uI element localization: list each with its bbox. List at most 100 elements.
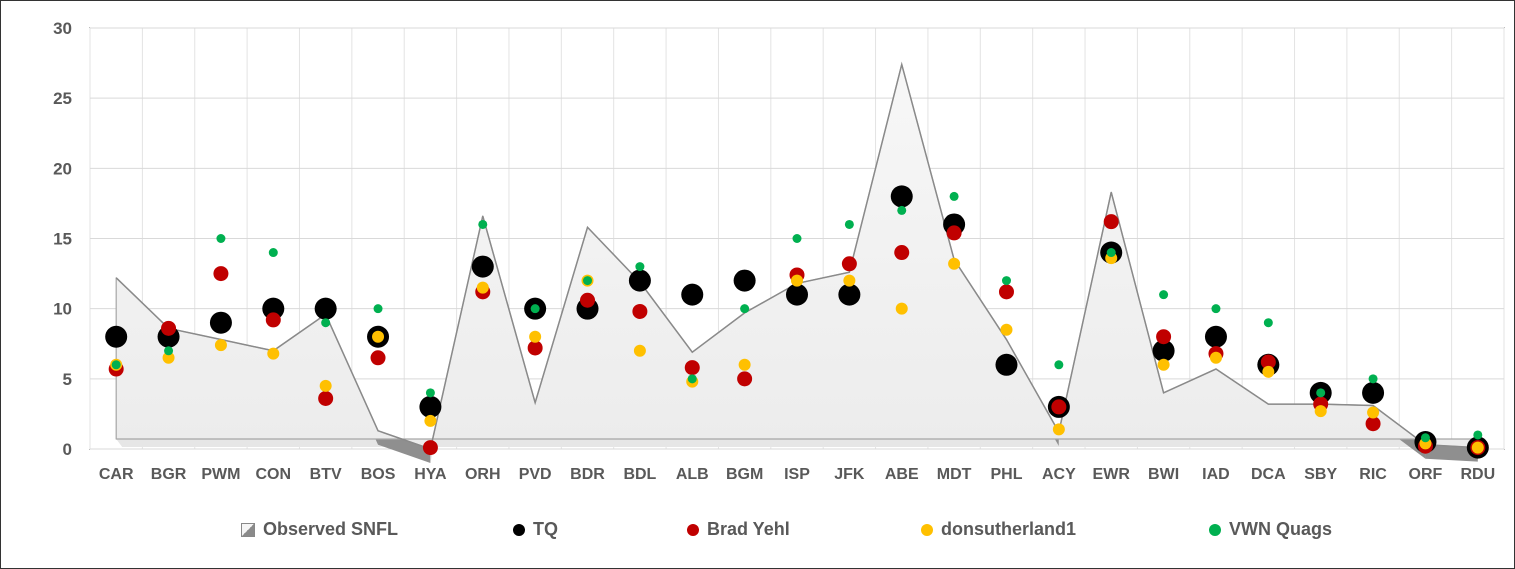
data-point [372,330,385,343]
data-point [786,283,808,306]
data-point [841,256,857,272]
data-point [209,311,232,334]
data-point [583,276,593,286]
data-point [1103,214,1119,230]
x-tick-label: JFK [834,466,865,483]
data-point [471,255,494,278]
data-point [1262,365,1275,378]
data-point [897,205,907,215]
data-point [111,360,121,370]
x-tick-label: MDT [937,466,972,483]
data-point [214,339,227,352]
legend-item-donsutherland1: donsutherland1 [921,519,1076,540]
data-point [1263,318,1273,328]
x-tick-label: BTV [310,466,342,483]
data-point [319,379,332,392]
data-point [424,414,437,427]
data-point [1316,388,1326,398]
data-point [998,284,1014,300]
data-point [318,390,334,406]
x-tick-label: PWM [201,466,240,483]
data-point [478,219,488,229]
data-point [527,340,543,356]
x-tick-label: IAD [1202,466,1230,483]
legend-label: VWN Quags [1229,519,1333,539]
data-point [948,257,961,270]
data-point [105,325,128,348]
x-tick-label: BGR [151,466,187,483]
x-tick-label: HYA [414,466,447,483]
x-tick-label: DCA [1251,466,1286,483]
y-tick-label: 30 [53,19,72,38]
data-point [1473,430,1483,440]
data-point [633,344,646,357]
data-point [213,266,229,282]
data-point [419,395,442,418]
data-point [476,281,489,294]
data-point [737,371,753,387]
area-floor [116,439,1484,447]
data-point [1209,351,1222,364]
data-point [314,297,337,320]
x-tick-label: ALB [676,466,709,483]
data-point [162,351,175,364]
legend-item-brad-yehl: Brad Yehl [687,519,790,540]
data-point [1211,304,1221,314]
data-point [1368,374,1378,384]
data-point [1106,248,1116,258]
data-point [1000,323,1013,336]
data-point [895,302,908,315]
data-point [370,350,386,366]
x-tick-label: CON [256,466,292,483]
x-tick-label: PHL [990,466,1022,483]
data-point [792,234,802,243]
x-tick-label: ISP [784,466,810,483]
y-tick-label: 0 [63,440,72,459]
data-point [632,303,648,319]
y-tick-label: 15 [53,230,72,249]
data-point [838,283,861,306]
data-point [946,225,962,241]
data-point [1156,329,1172,345]
data-point [580,292,596,308]
y-tick-label: 5 [63,370,72,389]
legend-marker-green-dot-icon [1209,523,1221,536]
data-point [1420,433,1430,443]
data-point [894,245,910,261]
legend: Observed SNFL TQ Brad Yehl donsutherland… [1,513,1514,549]
data-point [733,269,756,292]
data-point [321,318,331,328]
x-tick-label: ACY [1042,466,1076,483]
data-point [1054,360,1064,370]
x-tick-label: RDU [1460,466,1495,483]
legend-swatch-area-icon [241,522,255,537]
data-point [1260,354,1276,370]
data-point [1471,441,1484,454]
data-point [684,360,700,376]
data-point [740,304,750,314]
legend-marker-gold-dot-icon [921,523,933,536]
data-point [681,283,704,306]
data-point [422,440,438,456]
x-tick-label: BOS [361,466,396,483]
data-point [995,353,1018,376]
x-tick-label: RIC [1359,466,1387,483]
data-point [1051,399,1067,415]
data-point [843,274,856,287]
data-point [635,262,645,272]
legend-item-observed: Observed SNFL [241,519,398,540]
data-point [791,274,803,287]
data-point [1314,405,1327,418]
data-point [1001,276,1011,286]
data-point [267,347,280,360]
x-tick-label: CAR [99,466,134,483]
data-point [738,358,751,371]
data-point [1367,406,1380,419]
x-tick-label: BDL [623,466,656,483]
data-point [373,304,383,314]
data-point [530,304,540,314]
y-tick-label: 10 [53,300,72,319]
data-point [262,297,285,320]
x-tick-label: ORF [1409,466,1443,483]
